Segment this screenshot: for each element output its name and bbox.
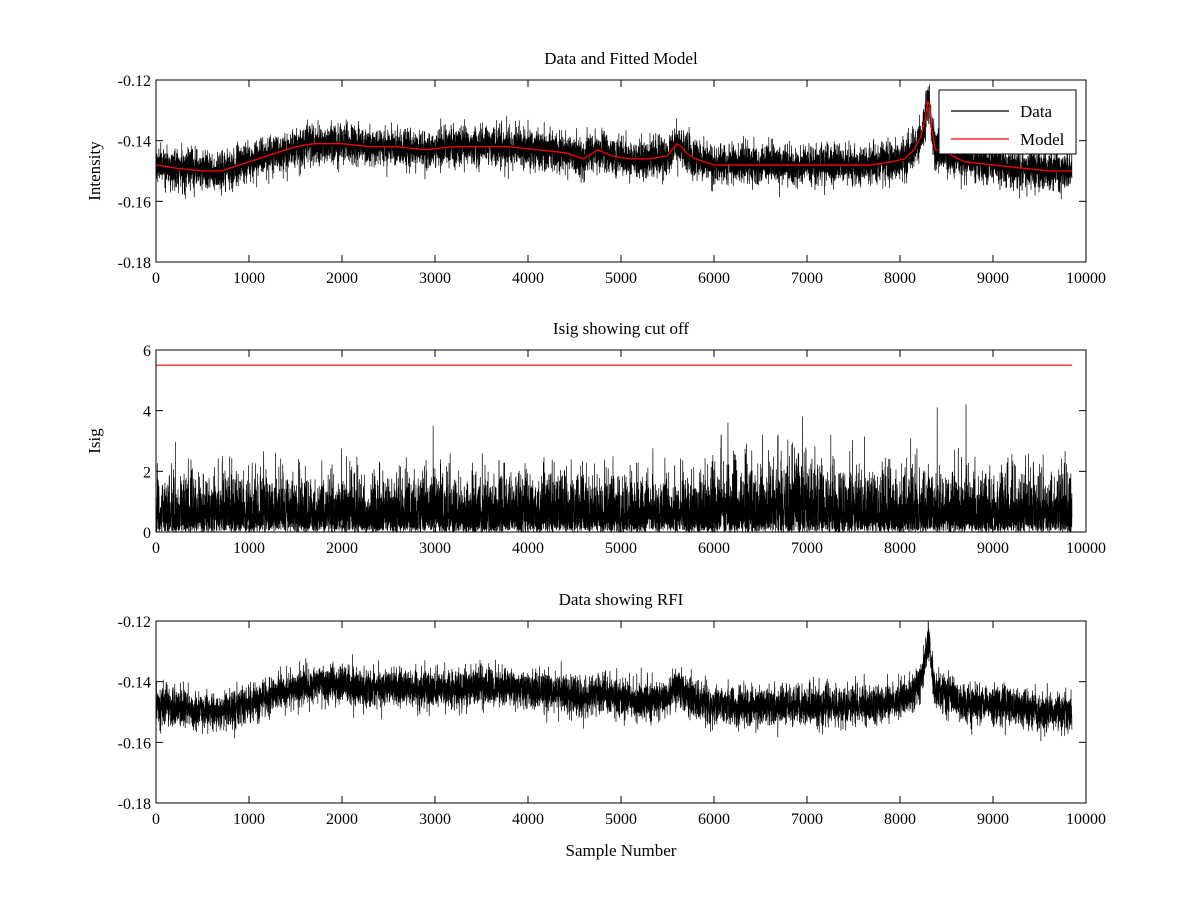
x-tick-label: 9000	[977, 540, 1009, 557]
y-tick-label: 2	[143, 464, 151, 481]
y-axis-label: Isig	[85, 428, 104, 454]
x-tick-label: 3000	[419, 540, 451, 557]
chart-title: Isig showing cut off	[553, 319, 689, 338]
chart-title: Data showing RFI	[559, 590, 684, 609]
y-tick-label: -0.16	[118, 194, 151, 211]
x-tick-label: 2000	[326, 270, 358, 287]
legend: Data Model	[938, 89, 1077, 155]
legend-label-data: Data	[1020, 102, 1053, 121]
y-tick-label: -0.18	[118, 255, 151, 272]
x-tick-label: 1000	[233, 540, 265, 557]
x-tick-label: 10000	[1066, 811, 1106, 828]
x-tick-label: 0	[152, 270, 160, 287]
subplot-bottom: 0 1000 2000 3000 4000 5000 6000 7000 8000 9000 100…	[118, 590, 1106, 860]
series-signal	[156, 404, 1073, 532]
x-tick-label: 10000	[1066, 270, 1106, 287]
x-tick-label: 6000	[698, 540, 730, 557]
x-tick-label: 4000	[512, 540, 544, 557]
series-model	[156, 100, 1073, 172]
y-tick-label: -0.14	[118, 134, 151, 151]
x-tick-label: 9000	[977, 270, 1009, 287]
legend-box	[938, 89, 1077, 155]
y-tick-label: -0.14	[118, 675, 151, 692]
y-tick-label: 4	[143, 404, 151, 421]
x-tick-label: 5000	[605, 811, 637, 828]
x-tick-label: 10000	[1066, 540, 1106, 557]
data-layer	[156, 621, 1073, 742]
x-tick-label: 6000	[698, 270, 730, 287]
x-tick-label: 4000	[512, 270, 544, 287]
series-signal	[156, 621, 1073, 742]
x-tick-label: 6000	[698, 811, 730, 828]
x-tick-label: 1000	[233, 270, 265, 287]
x-tick-label: 5000	[605, 540, 637, 557]
y-tick-label: 0	[143, 525, 151, 542]
subplot-middle: 0 1000 2000 3000 4000 5000 6000 7000 8000 9000 100…	[85, 319, 1106, 557]
x-tick-label: 3000	[419, 811, 451, 828]
y-tick-label: -0.12	[118, 73, 151, 90]
x-tick-label: 8000	[884, 270, 916, 287]
series-data	[156, 84, 1073, 200]
x-axis-label: Sample Number	[566, 841, 677, 860]
x-tick-label: 0	[152, 540, 160, 557]
x-tick-label: 8000	[884, 540, 916, 557]
y-tick-label: -0.12	[118, 614, 151, 631]
chart-title: Data and Fitted Model	[544, 49, 698, 68]
x-tick-label: 3000	[419, 270, 451, 287]
y-tick-label: -0.16	[118, 735, 151, 752]
y-axis-label: Intensity	[85, 141, 104, 201]
x-tick-label: 5000	[605, 270, 637, 287]
subplot-top: 0 1000 2000 3000 4000 5000 6000 7000 8000 9000 100…	[85, 49, 1106, 287]
x-tick-label: 7000	[791, 270, 823, 287]
x-tick-label: 2000	[326, 540, 358, 557]
x-tick-label: 7000	[791, 540, 823, 557]
x-tick-label: 4000	[512, 811, 544, 828]
x-tick-label: 9000	[977, 811, 1009, 828]
x-tick-label: 8000	[884, 811, 916, 828]
data-layer	[156, 84, 1073, 200]
x-tick-label: 0	[152, 811, 160, 828]
x-tick-label: 7000	[791, 811, 823, 828]
x-tick-label: 2000	[326, 811, 358, 828]
legend-label-model: Model	[1020, 130, 1065, 149]
data-layer	[156, 364, 1073, 532]
y-tick-label: 6	[143, 343, 151, 360]
y-tick-label: -0.18	[118, 796, 151, 813]
x-tick-label: 1000	[233, 811, 265, 828]
